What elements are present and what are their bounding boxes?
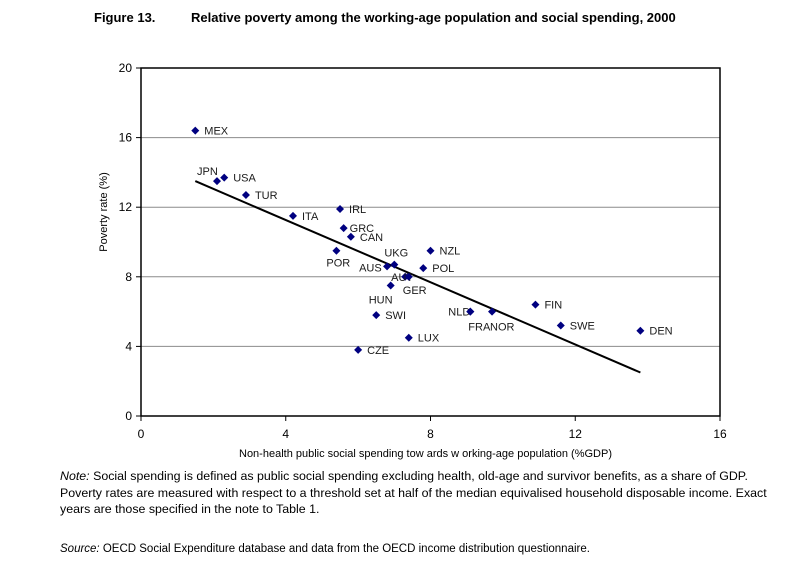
y-tick-label: 0: [125, 409, 132, 423]
data-point-usa: [220, 173, 229, 182]
data-label-usa: USA: [233, 173, 256, 185]
data-point-pol: [419, 264, 428, 273]
data-point-can: [346, 232, 355, 241]
data-point-grc: [339, 224, 348, 233]
data-point-nzl: [426, 246, 435, 255]
data-point-swi: [372, 311, 381, 320]
data-label-nld: NLD: [448, 307, 470, 319]
note-text: Social spending is defined as public soc…: [60, 469, 767, 516]
y-axis-ticks: 0 4 8 12 16 20: [119, 61, 141, 423]
data-point-tur: [241, 191, 250, 200]
data-label-mex: MEX: [204, 126, 229, 138]
data-point-lux: [404, 333, 413, 342]
data-point-jpn: [212, 177, 221, 186]
data-label-por: POR: [326, 258, 350, 270]
data-label-fin: FIN: [544, 300, 562, 312]
x-tick-label: 4: [282, 427, 289, 441]
data-label-tur: TUR: [255, 190, 278, 202]
note-label: Note:: [60, 469, 90, 483]
data-label-lux: LUX: [418, 333, 440, 345]
data-point-cze: [354, 345, 363, 354]
data-point-ita: [288, 211, 297, 220]
data-label-nor: NOR: [490, 322, 515, 334]
trend-line: [194, 180, 641, 374]
y-tick-label: 12: [119, 200, 133, 214]
x-axis-ticks: 0 4 8 12 16: [138, 416, 727, 441]
data-point-por: [332, 246, 341, 255]
x-tick-label: 8: [427, 427, 434, 441]
data-point-fra: [466, 307, 475, 316]
source-text: OECD Social Expenditure database and dat…: [99, 543, 590, 555]
figure-title-text: Relative poverty among the working-age p…: [191, 10, 676, 25]
data-point-den: [636, 326, 645, 335]
data-label-aus: AUS: [359, 262, 382, 274]
data-point-swe: [556, 321, 565, 330]
data-label-jpn: JPN: [197, 166, 218, 178]
y-tick-label: 4: [125, 339, 132, 353]
data-label-can: CAN: [360, 232, 383, 244]
figure-title: Figure 13. Relative poverty among the wor…: [94, 10, 676, 25]
data-label-hun: HUN: [369, 295, 393, 307]
data-label-den: DEN: [649, 326, 672, 338]
data-point-ger: [404, 272, 413, 281]
data-point-nor: [488, 307, 497, 316]
x-tick-label: 16: [713, 427, 727, 441]
figure-note: Note: Social spending is defined as publ…: [60, 468, 780, 518]
x-axis-label: Non-health public social spending tow ar…: [239, 448, 612, 460]
data-label-swe: SWE: [570, 321, 595, 333]
data-label-irl: IRL: [349, 204, 366, 216]
data-label-nzl: NZL: [440, 246, 461, 258]
figure-source: Source: OECD Social Expenditure database…: [60, 543, 590, 555]
source-label: Source:: [60, 543, 100, 555]
y-axis-label: Poverty rate (%): [98, 172, 110, 251]
data-point-mex: [191, 126, 200, 135]
data-label-ita: ITA: [302, 211, 319, 223]
x-tick-label: 12: [569, 427, 583, 441]
x-tick-label: 0: [138, 427, 145, 441]
data-label-cze: CZE: [367, 345, 389, 357]
data-label-ger: GER: [403, 285, 427, 297]
plot-frame: [140, 67, 721, 417]
data-label-ukg: UKG: [384, 248, 408, 260]
data-point-irl: [336, 204, 345, 213]
y-tick-label: 16: [119, 131, 133, 145]
gridlines: [141, 137, 720, 347]
data-label-pol: POL: [432, 263, 454, 275]
y-tick-label: 20: [119, 61, 133, 75]
data-label-fra: FRA: [468, 322, 491, 334]
data-label-swi: SWI: [385, 310, 406, 322]
data-point-hun: [386, 281, 395, 290]
data-point-aus: [383, 262, 392, 271]
figure-number: Figure 13.: [94, 10, 156, 25]
data-point-ukg: [390, 260, 399, 269]
data-point-fin: [531, 300, 540, 309]
y-tick-label: 8: [125, 270, 132, 284]
data-label-grc: GRC: [350, 223, 375, 235]
